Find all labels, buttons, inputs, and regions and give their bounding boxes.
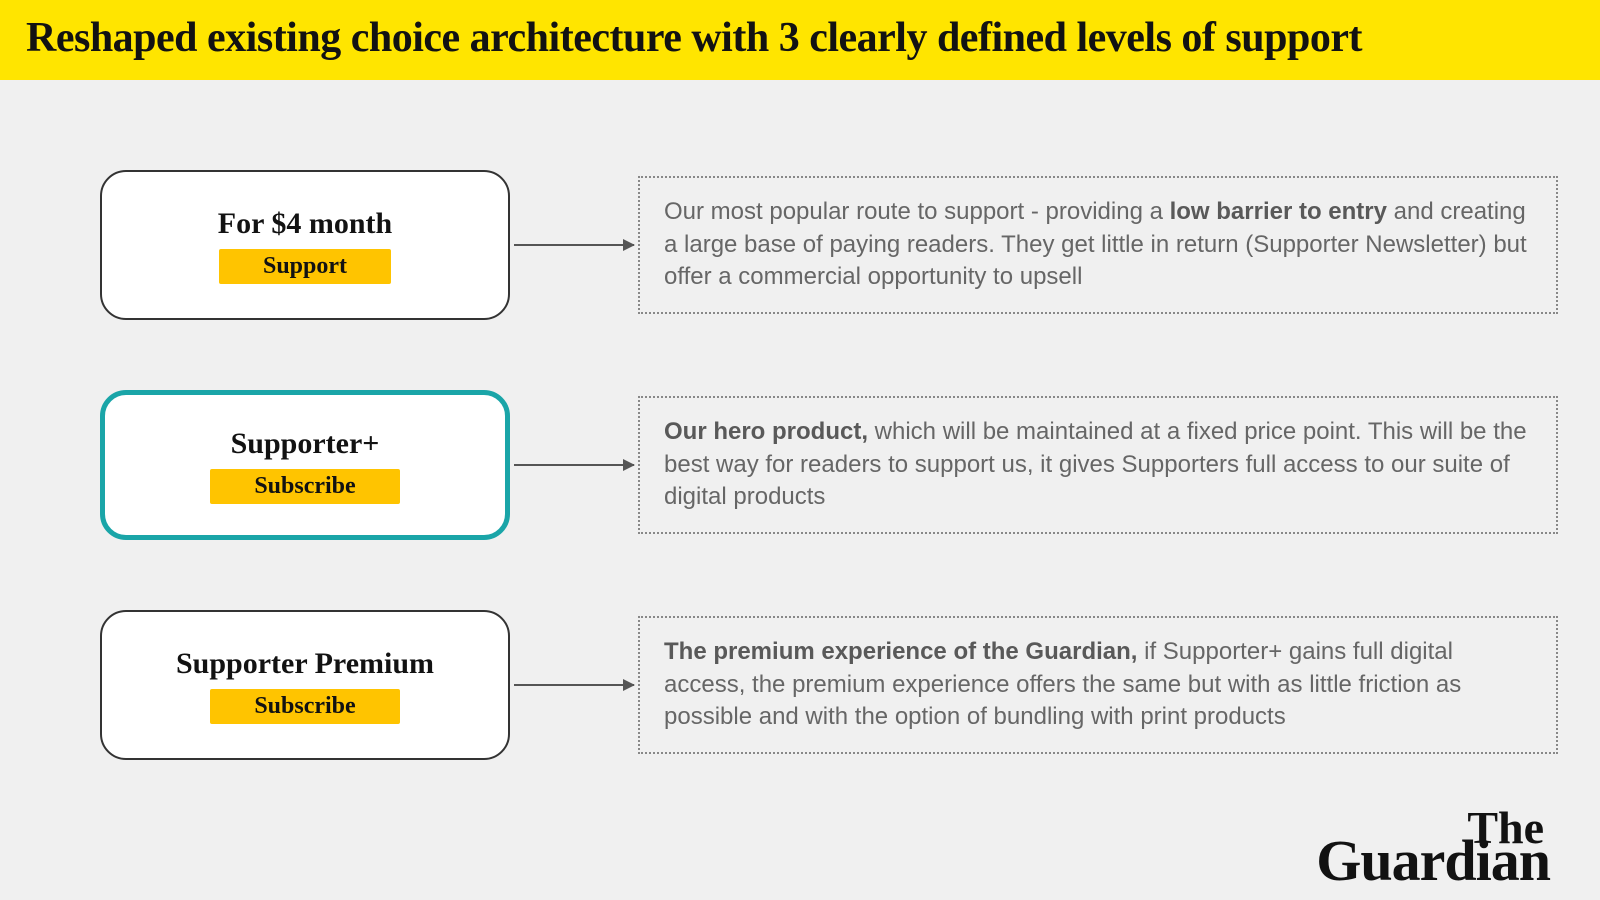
logo-line2: Guardian bbox=[1316, 828, 1550, 893]
tier-card-support: For $4 month Support bbox=[100, 170, 510, 320]
tier-description: The premium experience of the Guardian, … bbox=[638, 616, 1558, 753]
arrow-icon bbox=[514, 244, 634, 246]
desc-text-bold: low barrier to entry bbox=[1170, 198, 1387, 225]
tier-card-supporter-plus: Supporter+ Subscribe bbox=[100, 390, 510, 540]
support-button[interactable]: Support bbox=[219, 249, 391, 284]
tier-title: For $4 month bbox=[218, 207, 392, 241]
tier-description: Our hero product, which will be maintain… bbox=[638, 396, 1558, 533]
desc-text-bold: Our hero product, bbox=[664, 418, 868, 445]
arrow-icon bbox=[514, 464, 634, 466]
arrow-icon bbox=[514, 684, 634, 686]
subscribe-button[interactable]: Subscribe bbox=[210, 469, 399, 504]
title-bar: Reshaped existing choice architecture wi… bbox=[0, 0, 1600, 80]
slide-title: Reshaped existing choice architecture wi… bbox=[26, 14, 1574, 62]
tier-row-supporter-plus: Supporter+ Subscribe Our hero product, w… bbox=[100, 390, 1540, 540]
tier-row-support: For $4 month Support Our most popular ro… bbox=[100, 170, 1540, 320]
tier-description: Our most popular route to support - prov… bbox=[638, 176, 1558, 313]
content-area: For $4 month Support Our most popular ro… bbox=[0, 80, 1600, 760]
guardian-logo: The Guardian bbox=[1316, 811, 1550, 882]
tier-row-supporter-premium: Supporter Premium Subscribe The premium … bbox=[100, 610, 1540, 760]
tier-card-supporter-premium: Supporter Premium Subscribe bbox=[100, 610, 510, 760]
tier-title: Supporter Premium bbox=[176, 647, 434, 681]
desc-text-pre: Our most popular route to support - prov… bbox=[664, 198, 1170, 225]
subscribe-button[interactable]: Subscribe bbox=[210, 689, 399, 724]
tier-title: Supporter+ bbox=[231, 427, 380, 461]
desc-text-bold: The premium experience of the Guardian, bbox=[664, 638, 1137, 665]
